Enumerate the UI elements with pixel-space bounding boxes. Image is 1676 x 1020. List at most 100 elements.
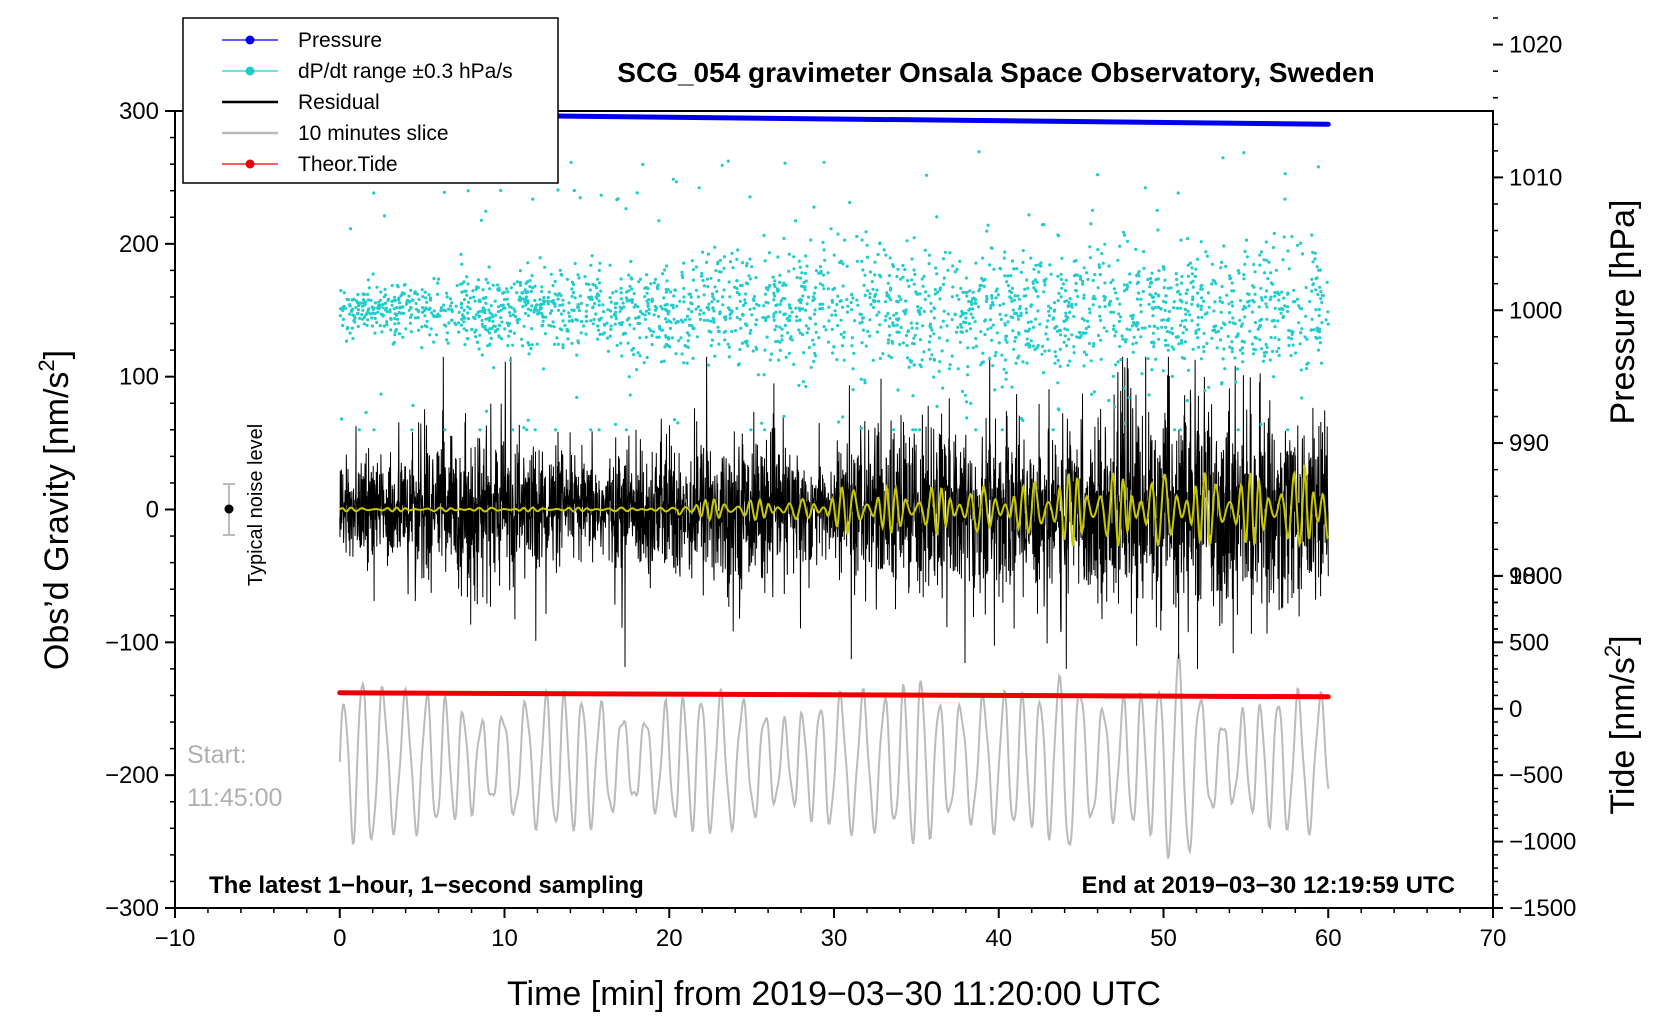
dpdt-point [457,330,461,334]
dpdt-point [798,276,803,280]
dpdt-point [1131,320,1136,324]
dpdt-point [1091,344,1095,348]
dpdt-point [1242,277,1246,281]
dpdt-point [888,256,892,260]
dpdt-point [1025,361,1029,365]
dpdt-point [939,325,943,329]
dpdt-point [1251,284,1255,288]
dpdt-point [751,349,755,353]
dpdt-point [1147,324,1152,328]
dpdt-point [353,316,357,320]
dpdt-point [396,285,400,289]
dpdt-point [1064,314,1068,318]
dpdt-point [713,285,717,289]
dpdt-point [555,336,559,340]
dpdt-point [969,299,974,304]
dpdt-point [748,331,752,335]
dpdt-point [497,323,501,327]
dpdt-point [751,297,755,301]
dpdt-point [743,301,748,305]
dpdt-point [577,309,581,313]
tide-series [337,690,1331,700]
dpdt-point [1180,274,1184,279]
dpdt-point [454,304,458,308]
dpdt-point [1096,173,1100,177]
dpdt-point [605,321,609,325]
dpdt-point [393,312,397,316]
dpdt-point [1029,256,1033,260]
dpdt-point [821,240,825,244]
dpdt-point [1153,305,1158,310]
dpdt-point [1222,347,1226,351]
dpdt-point [954,330,959,334]
dpdt-point [1299,368,1303,372]
dpdt-point [376,306,380,310]
dpdt-point [1314,335,1318,339]
dpdt-point [345,339,349,343]
dpdt-point [896,388,900,392]
dpdt-point [1213,300,1217,304]
dpdt-point [822,325,826,329]
dpdt-point [977,150,981,154]
dpdt-point [1017,331,1021,335]
dpdt-point [1166,348,1170,352]
dpdt-point [772,318,776,322]
dpdt-point [461,316,465,320]
dpdt-point [958,340,963,344]
dpdt-point [906,330,910,334]
dpdt-point [670,336,675,340]
dpdt-point [837,420,841,424]
dpdt-point [1125,287,1129,291]
dpdt-point [453,321,457,325]
dpdt-point [1162,265,1166,269]
dpdt-point [974,344,979,348]
dpdt-point [341,305,345,309]
dpdt-point [901,341,905,345]
dpdt-point [741,303,746,308]
dpdt-point [935,215,939,219]
dpdt-point [1109,310,1113,314]
dpdt-point [662,296,666,300]
dpdt-point [1246,300,1250,304]
dpdt-point [822,160,826,164]
dpdt-point [651,330,656,334]
dpdt-point [1225,293,1229,297]
dpdt-point [518,295,522,299]
noise-label: Typical noise level [245,424,267,586]
dpdt-point [1214,281,1218,286]
dpdt-point [674,321,678,325]
dpdt-point [436,277,441,281]
dpdt-point [967,299,971,304]
dpdt-point [1297,321,1301,325]
dpdt-point [638,336,642,340]
dpdt-point [477,314,481,318]
dpdt-point [1156,277,1160,281]
dpdt-point [542,295,546,300]
dpdt-point [1286,305,1290,309]
dpdt-point [839,318,843,322]
dpdt-point [1015,267,1019,271]
dpdt-point [754,302,759,306]
dpdt-point [842,358,846,362]
dpdt-point [1127,396,1131,400]
dpdt-point [1074,288,1078,292]
dpdt-point [549,324,553,328]
dpdt-point [575,353,579,357]
dpdt-point [389,317,393,321]
dpdt-point [475,285,479,289]
dpdt-point [643,317,648,321]
dpdt-point [1013,339,1017,343]
dpdt-point [1129,314,1133,318]
dpdt-point [1097,305,1102,309]
dpdt-point [1172,347,1176,351]
dpdt-point [556,293,560,297]
dpdt-point [377,303,381,307]
dpdt-point [1260,347,1264,351]
dpdt-point [373,311,377,316]
dpdt-point [1317,268,1321,272]
dpdt-point [1163,308,1167,313]
dpdt-point [646,304,650,308]
dpdt-point [781,283,785,287]
dpdt-point [650,297,654,301]
dpdt-point [737,292,741,296]
